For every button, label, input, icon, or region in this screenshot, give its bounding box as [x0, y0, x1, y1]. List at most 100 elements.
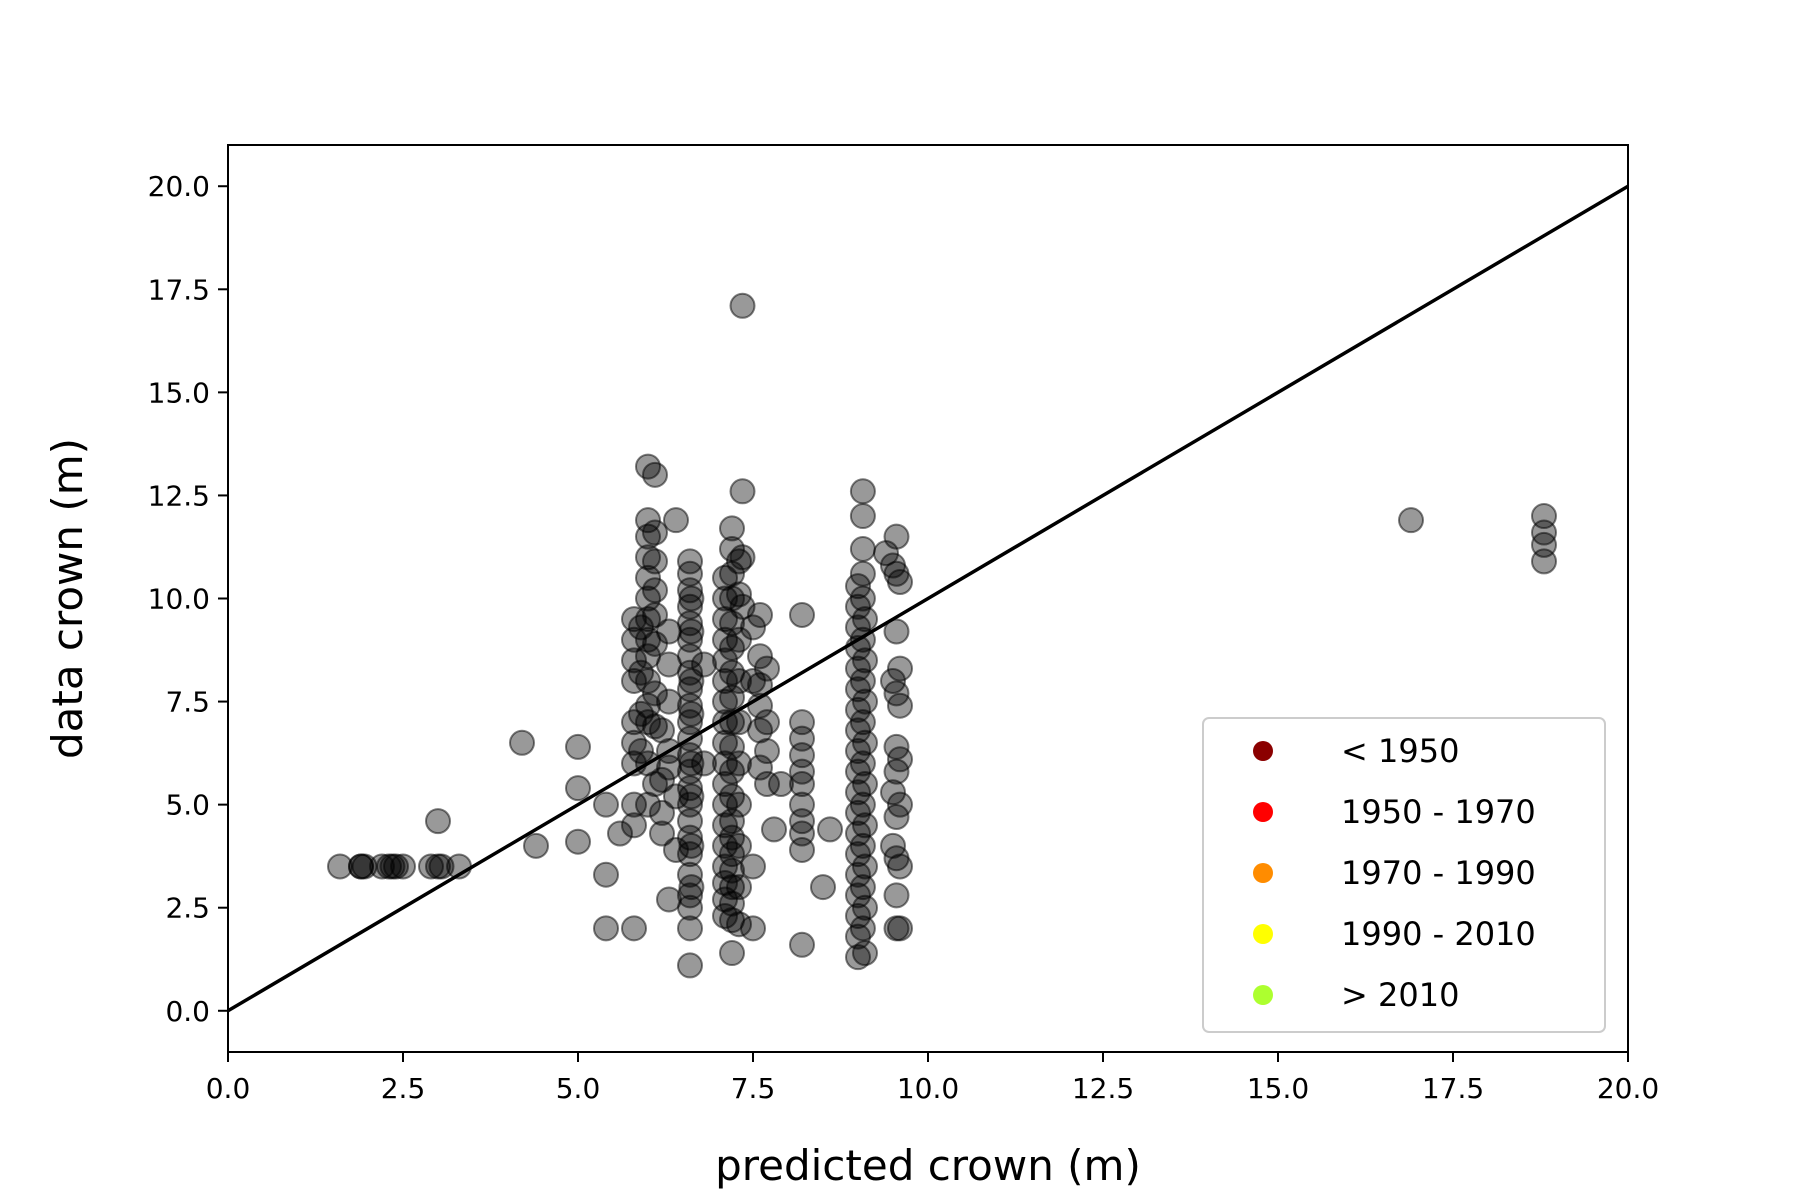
data-point: [678, 585, 705, 612]
data-point: [852, 729, 878, 756]
data-point: [712, 832, 738, 859]
data-point: [635, 709, 661, 736]
data-point: [621, 915, 647, 942]
data-point: [642, 548, 668, 575]
data-point: [849, 750, 876, 777]
y-axis-label: data crown (m): [43, 438, 92, 759]
data-point: [712, 812, 738, 839]
legend-label: > 2010: [1341, 976, 1459, 1014]
legend-label: 1950 - 1970: [1341, 793, 1536, 831]
data-point: [852, 606, 878, 633]
data-point: [849, 503, 876, 530]
x-tick-label: 15.0: [1247, 1072, 1309, 1105]
data-point: [663, 507, 689, 534]
y-tick-label: 5.0: [165, 789, 210, 822]
data-point: [593, 861, 619, 888]
data-point: [852, 812, 878, 839]
data-point: [649, 799, 675, 826]
data-point: [593, 791, 619, 818]
data-point: [649, 766, 675, 793]
data-point: [649, 820, 675, 847]
x-tick-label: 20.0: [1597, 1072, 1659, 1105]
data-point: [677, 882, 703, 909]
legend-label: 1990 - 2010: [1341, 915, 1536, 953]
data-point: [747, 601, 773, 628]
data-point: [642, 601, 668, 628]
data-point: [747, 754, 773, 781]
data-point: [810, 874, 836, 901]
data-point: [635, 453, 661, 480]
y-tick-label: 0.0: [165, 995, 210, 1028]
data-point: [383, 853, 409, 880]
data-point: [712, 791, 738, 818]
x-tick-label: 0.0: [206, 1072, 251, 1105]
y-tick-label: 12.5: [148, 479, 210, 512]
data-point: [883, 882, 910, 909]
data-point: [712, 647, 738, 674]
data-point: [691, 651, 717, 678]
data-point: [849, 667, 876, 694]
data-point: [754, 738, 780, 765]
legend-marker: [1253, 802, 1273, 822]
data-point: [628, 659, 654, 686]
data-point: [789, 931, 815, 958]
data-point: [852, 647, 878, 674]
x-tick-label: 12.5: [1072, 1072, 1134, 1105]
data-point: [642, 461, 668, 488]
data-point: [852, 688, 878, 715]
data-point: [677, 952, 703, 979]
data-point: [729, 478, 756, 505]
x-axis-label: predicted crown (m): [715, 1141, 1141, 1190]
legend-label: 1970 - 1990: [1341, 854, 1536, 892]
data-point: [642, 680, 668, 707]
data-point: [621, 791, 647, 818]
legend-marker: [1253, 985, 1273, 1005]
data-point: [789, 709, 815, 736]
data-point: [1531, 548, 1557, 575]
data-point: [887, 569, 913, 596]
data-point: [740, 614, 766, 641]
data-point: [849, 536, 876, 563]
legend-marker: [1253, 924, 1273, 944]
data-point: [849, 560, 876, 587]
data-point: [845, 944, 871, 971]
x-tick-label: 5.0: [556, 1072, 601, 1105]
data-point: [691, 750, 717, 777]
data-point: [883, 618, 910, 645]
x-axis: 0.0 2.5 5.0 7.5 10.0 12.5 15.0 17.5 20.0: [206, 1052, 1659, 1105]
data-point: [754, 709, 780, 736]
data-point: [565, 733, 591, 760]
x-tick-label: 2.5: [381, 1072, 426, 1105]
data-point: [887, 655, 913, 682]
data-point: [789, 601, 815, 628]
data-point: [390, 853, 416, 880]
data-point: [887, 791, 913, 818]
data-point: [849, 478, 876, 505]
data-point: [642, 713, 668, 740]
data-point: [849, 791, 876, 818]
data-point: [726, 667, 752, 694]
data-point: [635, 606, 661, 633]
data-point: [635, 585, 661, 612]
data-point: [883, 523, 910, 550]
y-tick-label: 10.0: [148, 583, 210, 616]
data-point: [726, 750, 752, 777]
data-point: [593, 915, 619, 942]
data-point: [642, 771, 668, 798]
data-point: [719, 515, 745, 542]
data-point: [768, 771, 794, 798]
data-point: [677, 915, 703, 942]
data-point: [712, 626, 738, 653]
data-point: [635, 564, 661, 591]
reference-line: [227, 184, 1629, 1013]
data-point: [621, 667, 647, 694]
data-point: [789, 791, 815, 818]
legend-box: [1202, 717, 1606, 1033]
data-point: [607, 820, 633, 847]
data-point: [678, 700, 705, 727]
data-point: [852, 771, 878, 798]
data-point: [621, 709, 647, 736]
data-point: [1398, 507, 1424, 534]
data-point: [726, 548, 752, 575]
